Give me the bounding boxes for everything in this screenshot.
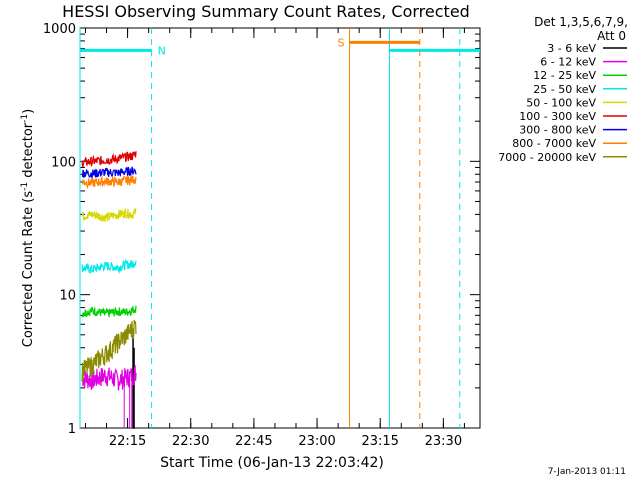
y-axis-label-sup1: -1 <box>20 182 30 191</box>
series-line-3-6-kev <box>132 334 135 429</box>
y-axis: 1 10 100 1000 <box>43 22 480 437</box>
y-tick-label: 1000 <box>43 22 76 37</box>
x-tick-label: 22:45 <box>235 434 272 449</box>
legend-label: 6 - 12 keV <box>540 56 596 69</box>
y-tick-label: 10 <box>59 289 76 304</box>
legend-label: 100 - 300 keV <box>519 110 596 123</box>
series-line-7000-20000-kev <box>81 319 137 382</box>
x-tick-label: 22:15 <box>109 434 146 449</box>
legend-label: 800 - 7000 keV <box>512 137 596 150</box>
timestamp: 7-Jan-2013 01:11 <box>548 467 626 477</box>
x-tick-label: 23:00 <box>298 434 335 449</box>
legend-label: 25 - 50 keV <box>533 83 596 96</box>
x-axis-label: Start Time (06-Jan-13 22:03:42) <box>160 455 384 471</box>
series-line-12-25-kev <box>81 305 137 318</box>
y-axis-label-part1: Corrected Count Rate (s <box>21 191 36 348</box>
y-axis-label: Corrected Count Rate (s-1 detector-1) <box>20 109 36 347</box>
series-line-25-50-kev <box>81 258 137 275</box>
legend-header-line2: Att 0 <box>597 29 626 43</box>
legend-label: 12 - 25 keV <box>533 69 596 82</box>
series-line-50-100-kev <box>81 207 137 223</box>
legend-label: 50 - 100 keV <box>526 96 596 109</box>
y-axis-label-sup2: -1 <box>20 114 30 123</box>
y-axis-label-part2: detector <box>21 122 36 182</box>
annotations: NS <box>79 28 480 428</box>
saa-label: S <box>337 36 344 49</box>
series-line-300-800-kev <box>81 166 137 179</box>
night-label: N <box>158 44 166 57</box>
y-axis-label-part3: ) <box>21 109 36 114</box>
series-line-6-12-kev <box>81 364 137 391</box>
chart-title: HESSI Observing Summary Count Rates, Cor… <box>62 2 470 21</box>
x-tick-label: 22:30 <box>172 434 209 449</box>
legend-label: 3 - 6 keV <box>547 42 596 55</box>
legend-header-line1: Det 1,3,5,6,7,9, <box>534 15 628 29</box>
data-series <box>81 151 137 429</box>
x-axis: 22:15 22:30 22:45 23:00 23:15 23:30 <box>84 28 465 449</box>
legend-label: 300 - 800 keV <box>519 124 596 137</box>
series-line-100-300-kev <box>81 151 137 168</box>
series-line-800-7000-kev <box>81 175 137 189</box>
x-tick-label: 23:30 <box>425 434 462 449</box>
legend-label: 7000 - 20000 keV <box>498 151 596 164</box>
y-tick-label: 100 <box>51 155 76 170</box>
y-tick-label: 1 <box>68 422 76 437</box>
x-tick-label: 23:15 <box>361 434 398 449</box>
